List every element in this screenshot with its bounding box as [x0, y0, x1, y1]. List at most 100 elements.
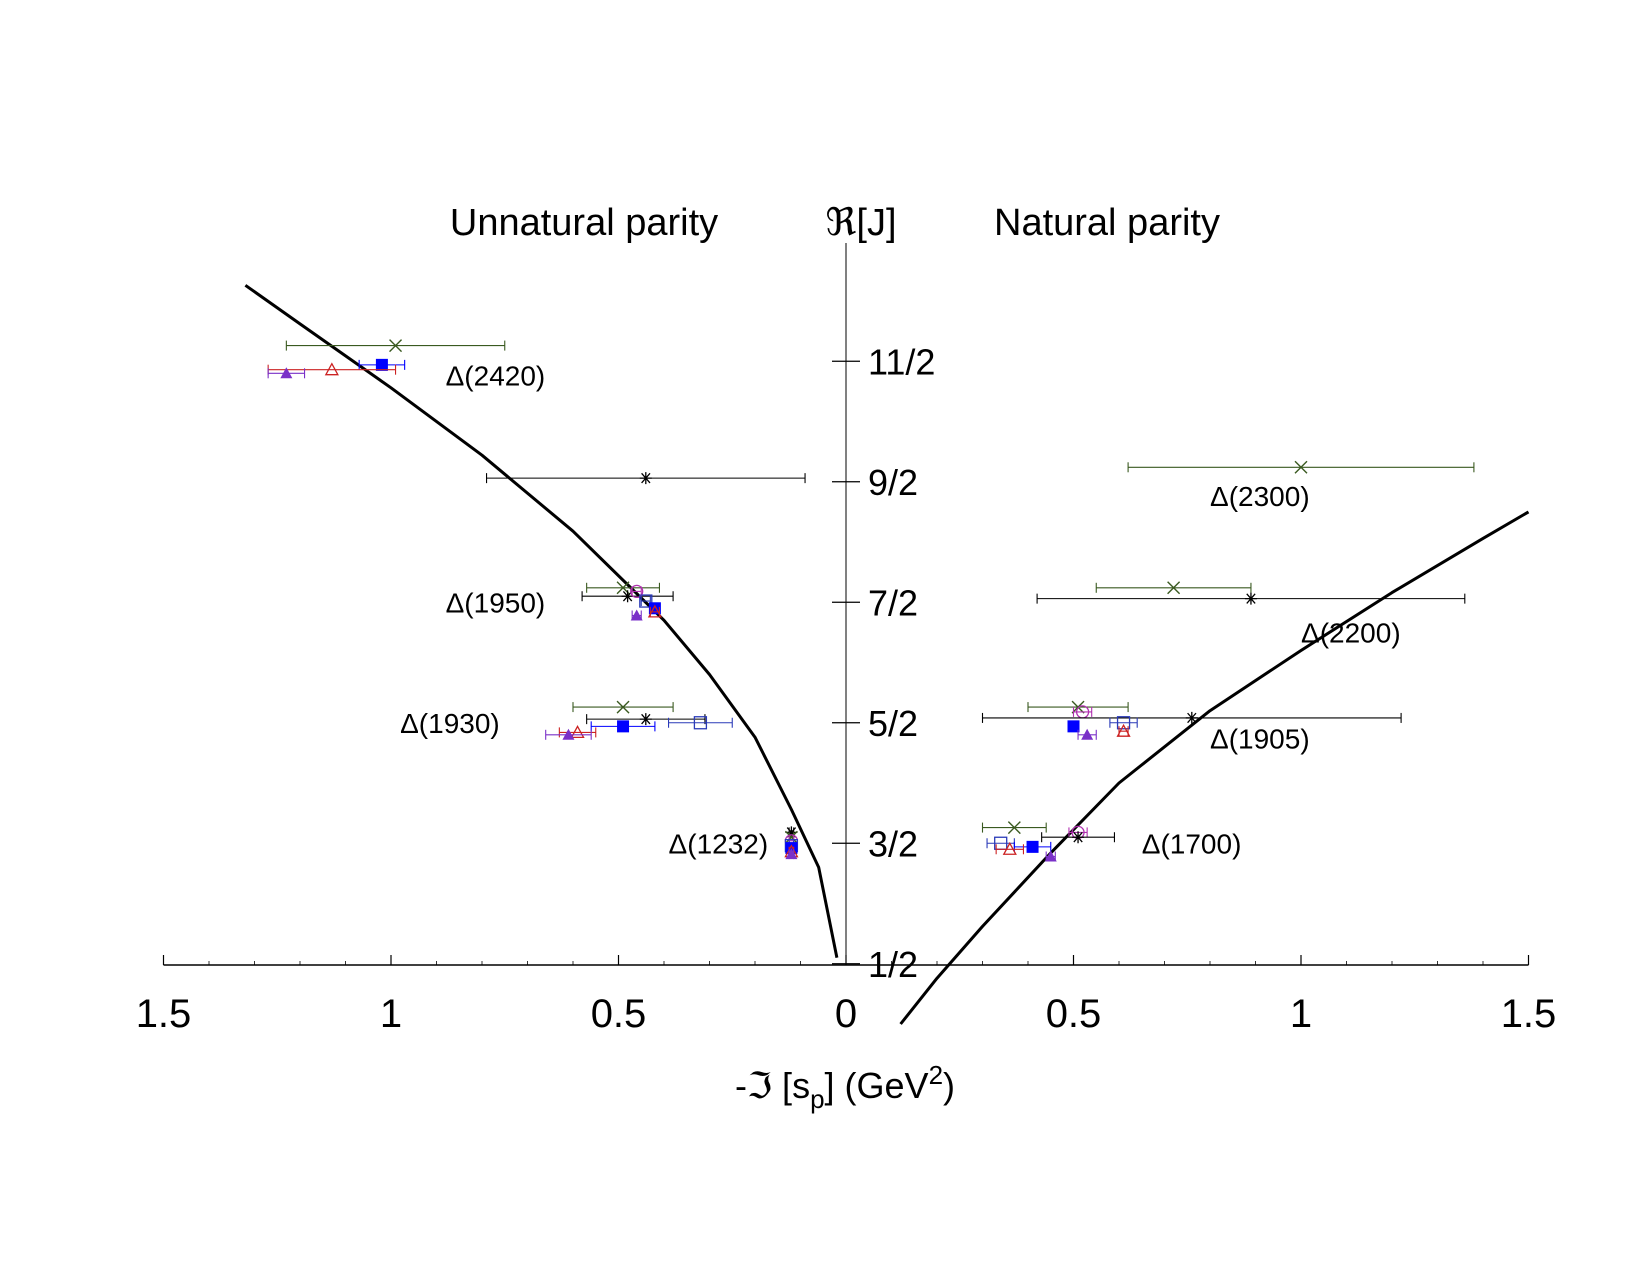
x-ticks: 1.5 1 0.5 0 0.5 1 1.5 [136, 955, 1557, 1036]
marker-filled-triangle [1044, 850, 1057, 862]
x-axis-title-sup: 2 [929, 1060, 943, 1090]
data-point [639, 594, 653, 608]
data-point [572, 700, 674, 714]
data-point [586, 713, 706, 726]
right-title: Natural parity [994, 202, 1220, 244]
marker-open-square [693, 716, 708, 730]
data-point [1077, 728, 1097, 740]
x-tick-label: 0.5 [591, 992, 647, 1036]
data-point [1127, 460, 1475, 474]
marker-open-triangle [1002, 841, 1017, 855]
y-ticks: 1/2 3/2 5/2 7/2 9/2 11/2 [832, 341, 935, 985]
x-tick-label: 0 [835, 992, 857, 1036]
x-tick-label: 1.5 [136, 992, 192, 1036]
state-label: Δ(2420) [446, 361, 546, 392]
state-labels: Δ(2420) Δ(1950) Δ(1930) Δ(1232) Δ(2300) Δ(220… [400, 361, 1401, 860]
marker-open-triangle [647, 604, 662, 618]
data-point [1116, 723, 1131, 737]
data-point [1044, 850, 1057, 862]
data-point [1013, 840, 1052, 853]
data-point [1109, 716, 1138, 730]
x-axis-title: -ℑ [sp] (GeV2) [735, 1060, 955, 1114]
marker-x [616, 700, 630, 714]
x-tick-label: 1.5 [1501, 992, 1557, 1036]
regge-curves [244, 284, 1530, 1025]
y-tick-label: 3/2 [868, 823, 918, 864]
marker-x [784, 830, 798, 844]
marker-filled-triangle [280, 367, 293, 379]
x-tick-label: 1 [1290, 992, 1312, 1036]
x-axis-title-mid: ] (GeV [825, 1065, 929, 1106]
data-point [981, 821, 1047, 835]
y-tick-label: 1/2 [868, 944, 918, 985]
data-point [981, 711, 1402, 724]
marker-star [1185, 711, 1198, 724]
state-label: Δ(1905) [1210, 723, 1310, 754]
marker-filled-triangle [785, 848, 798, 860]
marker-filled-triangle [1081, 728, 1094, 740]
data-point [545, 728, 592, 740]
data-point [485, 472, 806, 485]
marker-filled-square [1067, 720, 1080, 733]
marker-x [1007, 821, 1021, 835]
state-label: Δ(1930) [400, 708, 500, 739]
marker-x [1167, 581, 1181, 595]
left-title: Unnatural parity [450, 202, 718, 244]
marker-x [389, 339, 403, 353]
state-label: Δ(1700) [1142, 828, 1242, 859]
marker-open-square [639, 594, 653, 608]
marker-open-circle [630, 584, 644, 599]
regge-curve-natural [899, 510, 1530, 1025]
data-point [647, 604, 662, 618]
data-point [581, 590, 674, 603]
marker-star [621, 590, 634, 603]
y-tick-label: 11/2 [868, 341, 935, 382]
marker-filled-triangle [630, 609, 643, 621]
x-axis-title-suffix: ) [943, 1065, 955, 1106]
marker-star [1244, 592, 1257, 605]
x-axis-title-prefix: -ℑ [s [735, 1065, 810, 1106]
marker-open-square [1116, 716, 1131, 730]
x-axis-title-sub: p [810, 1084, 824, 1114]
data-point [267, 367, 306, 379]
y-tick-label: 7/2 [868, 582, 918, 623]
data-point [785, 848, 798, 860]
data-points [267, 339, 1475, 862]
marker-open-triangle [324, 362, 339, 376]
x-tick-label: 0.5 [1046, 992, 1102, 1036]
regge-curve-unnatural [244, 284, 839, 958]
data-point [630, 609, 643, 621]
data-point [590, 720, 656, 733]
marker-filled-triangle [562, 728, 575, 740]
marker-open-triangle [570, 725, 585, 739]
marker-star [639, 713, 652, 726]
state-label: Δ(2300) [1210, 481, 1310, 512]
data-point [995, 841, 1025, 855]
marker-filled-square [1026, 840, 1039, 853]
data-point [1095, 581, 1252, 595]
state-label: Δ(1950) [446, 587, 546, 618]
data-point [285, 339, 506, 353]
marker-x [1294, 460, 1308, 474]
state-label: Δ(1232) [669, 828, 769, 859]
marker-star [1072, 831, 1085, 844]
center-title: ℜ[J] [825, 202, 896, 244]
data-point [1072, 705, 1093, 719]
marker-star [639, 472, 652, 485]
data-point [1036, 592, 1466, 605]
data-point [558, 725, 597, 739]
marker-filled-square [617, 720, 630, 733]
data-point [667, 716, 733, 730]
data-point [1067, 720, 1080, 733]
marker-star [785, 826, 798, 839]
state-label: Δ(2200) [1301, 617, 1401, 648]
y-tick-label: 9/2 [868, 462, 918, 503]
axes [163, 243, 1529, 966]
y-tick-label: 5/2 [868, 703, 918, 744]
data-point [358, 358, 406, 371]
data-point [1041, 831, 1115, 844]
marker-open-triangle [1116, 723, 1131, 737]
x-tick-label: 1 [380, 992, 402, 1036]
data-point [586, 581, 661, 595]
